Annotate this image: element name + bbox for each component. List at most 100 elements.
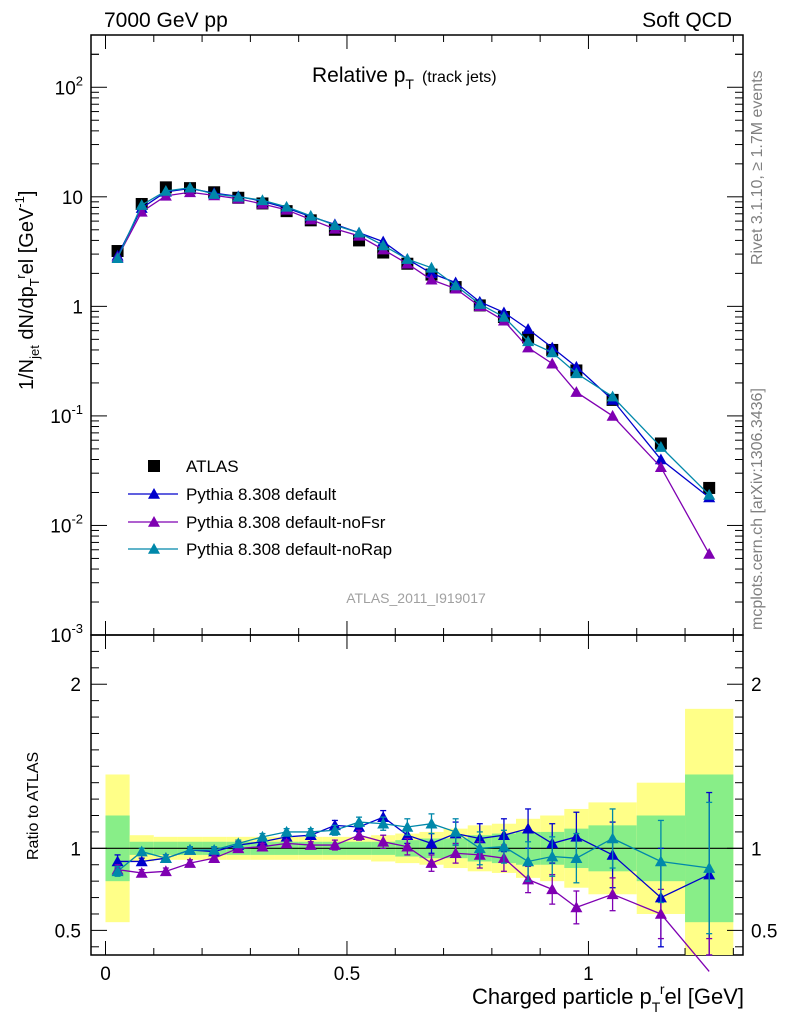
mc-data-point <box>401 253 414 264</box>
ratio-data-point <box>256 830 269 842</box>
ratio-data-point <box>377 817 390 829</box>
legend-label: Pythia 8.308 default-noRap <box>186 540 392 559</box>
ratio-data-point <box>159 852 172 863</box>
x-tick-label: 1 <box>583 964 594 985</box>
x-tick-label: 0 <box>100 964 111 985</box>
main-y-tick-label: 102 <box>55 73 83 99</box>
ratio-data-point <box>654 907 667 919</box>
ratio-data-point <box>256 840 269 852</box>
mc-data-point <box>570 360 583 372</box>
x-axis-label: Charged particle pTrel [GeV] <box>472 981 744 1015</box>
mc-data-point <box>606 409 619 421</box>
ratio-data-point <box>401 821 414 832</box>
ratio-data-point <box>654 855 667 867</box>
ratio-data-point <box>208 852 221 863</box>
main-y-tick-label: 10-3 <box>50 621 83 647</box>
ratio-y-tick-label-right: 2 <box>751 675 762 696</box>
ratio-data-point <box>159 865 172 877</box>
mc-data-point <box>449 279 462 291</box>
ratio-data-point <box>546 883 559 895</box>
main-y-tick-label: 1 <box>72 297 83 318</box>
mc-data-point <box>703 488 716 500</box>
mc-data-point <box>654 441 667 452</box>
ratio-data-point <box>353 829 366 841</box>
ratio-data-point <box>377 835 390 847</box>
mc-data-point <box>546 357 559 369</box>
mc-data-point <box>280 200 293 212</box>
header-left: 7000 GeV pp <box>104 9 228 32</box>
ratio-data-point <box>353 816 366 827</box>
ratio-data-point <box>425 857 438 868</box>
mc-data-point <box>606 390 619 402</box>
mc-data-point <box>208 188 221 199</box>
mc-data-point <box>135 205 148 217</box>
ratio-y-tick-label-right: 0.5 <box>751 921 777 942</box>
mc-data-point <box>522 341 535 353</box>
ratio-data-point <box>232 837 245 849</box>
ratio-data-point <box>449 847 462 859</box>
mc-data-point <box>546 346 559 358</box>
legend-label: Pythia 8.308 default <box>186 485 337 504</box>
mc-data-point <box>497 310 510 322</box>
ratio-data-point <box>570 901 583 913</box>
ratio-data-point <box>328 824 341 836</box>
ratio-data-point <box>570 852 583 863</box>
ratio-data-point <box>546 850 559 862</box>
mc-data-point <box>522 335 535 347</box>
ratio-data-point <box>111 865 124 877</box>
mc-data-point <box>425 261 438 273</box>
mc-data-point <box>184 181 197 193</box>
mc-data-point <box>232 190 245 202</box>
mc-data-point <box>654 461 667 473</box>
ratio-data-point <box>184 843 197 855</box>
mc-data-point <box>522 323 535 334</box>
main-y-tick-label: 10-1 <box>50 402 83 428</box>
mc-data-point <box>328 219 341 231</box>
ratio-data-point <box>425 837 438 849</box>
ratio-data-point <box>522 855 535 867</box>
plot-title: Relative pT (track jets) <box>312 64 497 92</box>
ratio-data-point <box>184 857 197 868</box>
legend-label: Pythia 8.308 default-noFsr <box>186 513 386 532</box>
header-right: Soft QCD <box>642 9 732 32</box>
mc-data-point <box>473 298 486 309</box>
ratio-data-point <box>425 817 438 829</box>
ratio-data-point <box>497 840 510 852</box>
ratio-series <box>111 791 716 972</box>
mc-data-point <box>159 184 172 196</box>
legend-marker <box>148 488 160 499</box>
ratio-data-point <box>135 845 148 857</box>
ratio-data-point <box>111 855 124 867</box>
mc-series-line <box>116 187 710 499</box>
mc-data-point <box>570 386 583 397</box>
ratio-data-point <box>449 825 462 837</box>
ratio-data-point <box>703 862 716 873</box>
ratio-y-axis-label: Ratio to ATLAS <box>25 752 42 860</box>
mc-data-point <box>570 367 583 379</box>
axis-ticks: 0 0.5 1 10-3 10-2 10-1 1 10 102 0.5 0.5 1 1 2 2 <box>50 34 777 985</box>
ratio-panel-frame <box>90 634 744 956</box>
legend-label: ATLAS <box>186 457 239 476</box>
ratio-data-point <box>208 843 221 855</box>
mc-data-point <box>256 194 269 206</box>
ratio-data-point <box>401 840 414 852</box>
mc-data-point <box>353 226 366 238</box>
legend-marker <box>148 516 160 527</box>
main-y-axis-label: 1/Njet dN/dpTrel [GeV-1] <box>12 191 42 390</box>
ratio-data-point <box>606 888 619 900</box>
mc-data-point <box>703 547 716 559</box>
mc-data-point <box>377 239 390 251</box>
ratio-data-point <box>304 839 317 850</box>
x-tick-label: 0.5 <box>334 964 360 985</box>
main-y-tick-label: 10 <box>62 188 83 209</box>
ratio-data-point <box>304 825 317 837</box>
ratio-bands <box>91 708 743 955</box>
ratio-y-tick-label: 1 <box>70 839 81 860</box>
ratio-data-point <box>606 832 619 844</box>
mc-data-point <box>425 273 438 285</box>
ratio-data-point <box>522 822 535 834</box>
legend-marker-atlas <box>148 460 160 472</box>
main-series <box>111 181 716 559</box>
ratio-y-tick-label: 0.5 <box>55 921 81 942</box>
